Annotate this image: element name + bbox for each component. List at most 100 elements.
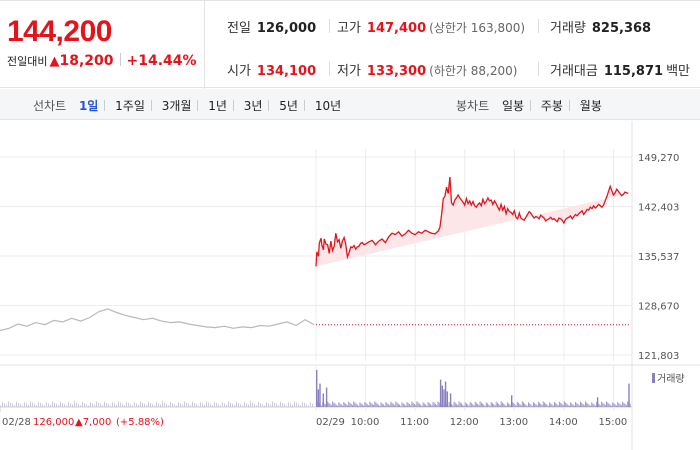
x-tick-label: 13:00 [499, 417, 528, 428]
volume-bar [478, 405, 480, 407]
volume-bar-prev [132, 405, 133, 407]
volume-bar-prev [224, 403, 225, 407]
volume-bar-prev [62, 403, 63, 407]
period-3y[interactable]: 3년 [243, 99, 263, 113]
volume-bar-prev [248, 404, 249, 407]
volume-bar [376, 403, 378, 407]
x-axis: 02/29 10:00 11:00 12:00 13:00 14:00 15:00 [0, 407, 627, 428]
volume-bar-prev [136, 403, 137, 407]
volume-bar [521, 401, 523, 407]
prev-change-label: ▲7,000 [75, 417, 111, 428]
volume-bar [335, 404, 337, 407]
volume-bar [355, 403, 357, 407]
prev-close: 전일 126,000 [227, 21, 317, 36]
volume-bar [560, 402, 562, 407]
volume-bar [454, 402, 456, 407]
open-price: 시가 134,100 [227, 64, 317, 79]
volume-bar-prev [52, 401, 53, 407]
volume-bar [544, 402, 546, 407]
volume-bar [552, 405, 554, 407]
volume-bar-prev [46, 402, 47, 407]
volume-bar-prev [48, 403, 49, 407]
volume-bar [537, 401, 539, 407]
period-1y[interactable]: 1년 [208, 99, 227, 113]
volume-bar [399, 404, 400, 407]
volume-bar [611, 405, 612, 407]
volume-bar [389, 405, 391, 407]
candle-weekly[interactable]: 주봉 [540, 99, 563, 113]
change-label: 전일대비 [7, 55, 48, 68]
volume-bar-prev [106, 403, 107, 407]
volume-bar [629, 403, 631, 407]
volume-bar-prev [74, 401, 75, 407]
period-3m[interactable]: 3개월 [161, 99, 192, 113]
volume-bar-prev [42, 404, 43, 407]
volume-bar [592, 403, 594, 407]
volume-bar-prev [188, 403, 189, 407]
volume-bar [330, 405, 332, 407]
volume-bar [606, 401, 607, 407]
volume-bar [353, 401, 355, 407]
volume-bar [400, 405, 402, 407]
volume-bar [627, 401, 629, 407]
volume-bar-prev [100, 403, 101, 407]
volume-bar-prev [28, 404, 29, 407]
period-10y[interactable]: 10년 [314, 99, 342, 113]
volume-bar [431, 405, 433, 407]
volume-bar [406, 402, 408, 407]
volume-bar [479, 401, 481, 407]
volume-bar [604, 405, 606, 407]
previous-day-line [0, 308, 315, 332]
volume-spike-bar [319, 383, 321, 407]
volume-bar [469, 402, 471, 407]
volume-bar [321, 405, 322, 407]
volume-spike-bar [316, 369, 318, 407]
volume-bar-prev [164, 402, 165, 407]
volume-bar [563, 401, 565, 407]
volume-bar [618, 403, 620, 407]
candle-monthly[interactable]: 월봉 [579, 99, 602, 113]
volume-bar-prev [170, 401, 171, 407]
period-1w[interactable]: 1주일 [115, 99, 145, 113]
volume-bar [535, 404, 537, 407]
volume-bar-prev [178, 402, 179, 407]
volume-bar [397, 403, 399, 407]
volume-bar [334, 403, 336, 407]
volume-bar [528, 402, 529, 407]
volume-bar-prev [94, 404, 95, 407]
volume-bar-prev [312, 403, 313, 407]
volume-bar [368, 405, 370, 407]
volume-bar-prev [148, 401, 149, 407]
volume-bar [380, 402, 382, 407]
volume-bar [343, 402, 345, 407]
volume-bar [467, 404, 469, 407]
volume-bar [542, 401, 544, 407]
volume-bar-prev [8, 401, 9, 407]
volume-bar-prev [156, 402, 157, 407]
volume-bar-prev [6, 404, 7, 407]
volume-bar [348, 401, 350, 407]
x-tick-label: 14:00 [549, 417, 578, 428]
volume-bar [587, 403, 589, 407]
volume-bar [622, 401, 624, 407]
volume-bar [384, 405, 386, 407]
volume-bar [519, 403, 521, 407]
volume-bar [426, 405, 428, 407]
volume-bar-prev [250, 401, 251, 407]
volume-bar [418, 403, 420, 407]
volume-bar [390, 401, 392, 407]
volume-bar [369, 401, 371, 407]
volume-bar [545, 403, 547, 407]
volume-bar-prev [288, 402, 289, 407]
volume-bar [487, 403, 488, 407]
volume-bar [361, 404, 363, 407]
volume-bar [438, 402, 440, 407]
day-low: 저가 133,300 (하한가 88,200) [337, 64, 518, 79]
volume-bar [430, 404, 431, 407]
period-5y[interactable]: 5년 [279, 99, 298, 113]
volume-bar [612, 402, 614, 407]
period-1d[interactable]: 1일 [78, 99, 99, 113]
candle-daily[interactable]: 일봉 [501, 99, 525, 113]
volume-spike-bar [444, 381, 447, 407]
volume-spike-bar [441, 385, 443, 408]
